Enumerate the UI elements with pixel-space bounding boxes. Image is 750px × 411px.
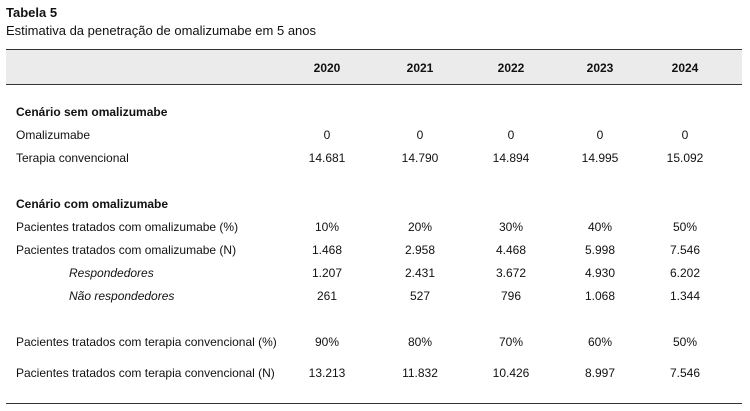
row-value: 796 [500,289,522,303]
row-value: 11.832 [402,366,438,380]
year-header-2023: 2023 [586,61,614,75]
row-label: Não respondedores [69,289,175,303]
row-value: 10.426 [492,366,530,380]
row-value: 261 [316,289,338,303]
row-value: 14.790 [401,151,439,165]
row-label: Pacientes tratados com omalizumabe (%) [16,220,239,234]
row-value: 8.997 [584,366,616,380]
row-value: 90% [314,335,340,349]
row-value: 1.207 [311,266,343,280]
row-label: Terapia convencional [16,151,129,165]
row-value: 0 [596,128,604,142]
row-value: 0 [507,128,515,142]
row-value: 10% [314,220,340,234]
year-header-2022: 2022 [497,61,525,75]
section-label-com-omalizumabe: Cenário com omalizumabe [16,197,169,211]
row-value: 7.546 [669,366,701,380]
row-value: 3.672 [495,266,527,280]
row-value: 0 [416,128,424,142]
row-value: 70% [498,335,524,349]
row-value: 14.681 [308,151,346,165]
bottom-rule [6,403,742,404]
row-value: 7.546 [669,243,701,257]
row-value: 1.468 [311,243,343,257]
row-value: 1.344 [669,289,701,303]
row-value: 0 [323,128,331,142]
row-value: 13.213 [308,366,346,380]
row-value: 40% [587,220,613,234]
row-value: 30% [498,220,524,234]
row-value: 2.431 [404,266,436,280]
row-label: Respondedores [69,266,154,280]
row-label: Pacientes tratados com terapia convencio… [16,335,277,349]
section-label-sem-omalizumabe: Cenário sem omalizumabe [16,105,168,119]
row-value: 4.930 [584,266,616,280]
row-value: 2.958 [404,243,436,257]
row-value: 50% [672,220,698,234]
row-value: 60% [587,335,613,349]
year-header-2024: 2024 [671,61,699,75]
row-value: 80% [407,335,433,349]
row-value: 5.998 [584,243,616,257]
row-label: Omalizumabe [16,128,91,142]
row-value: 6.202 [669,266,701,280]
row-value: 20% [407,220,433,234]
header-band [6,49,742,85]
row-value: 15.092 [666,151,704,165]
row-value: 14.995 [581,151,619,165]
row-label: Pacientes tratados com omalizumabe (N) [16,243,237,257]
row-value: 4.468 [495,243,527,257]
row-value: 527 [409,289,431,303]
row-value: 0 [681,128,689,142]
year-header-2020: 2020 [313,61,341,75]
row-value: 50% [672,335,698,349]
table-subtitle: Estimativa da penetração de omalizumabe … [6,23,317,38]
row-value: 1.068 [584,289,616,303]
year-header-2021: 2021 [406,61,434,75]
row-value: 14.894 [492,151,530,165]
row-label: Pacientes tratados com terapia convencio… [16,366,275,380]
table-title: Tabela 5 [6,5,58,20]
